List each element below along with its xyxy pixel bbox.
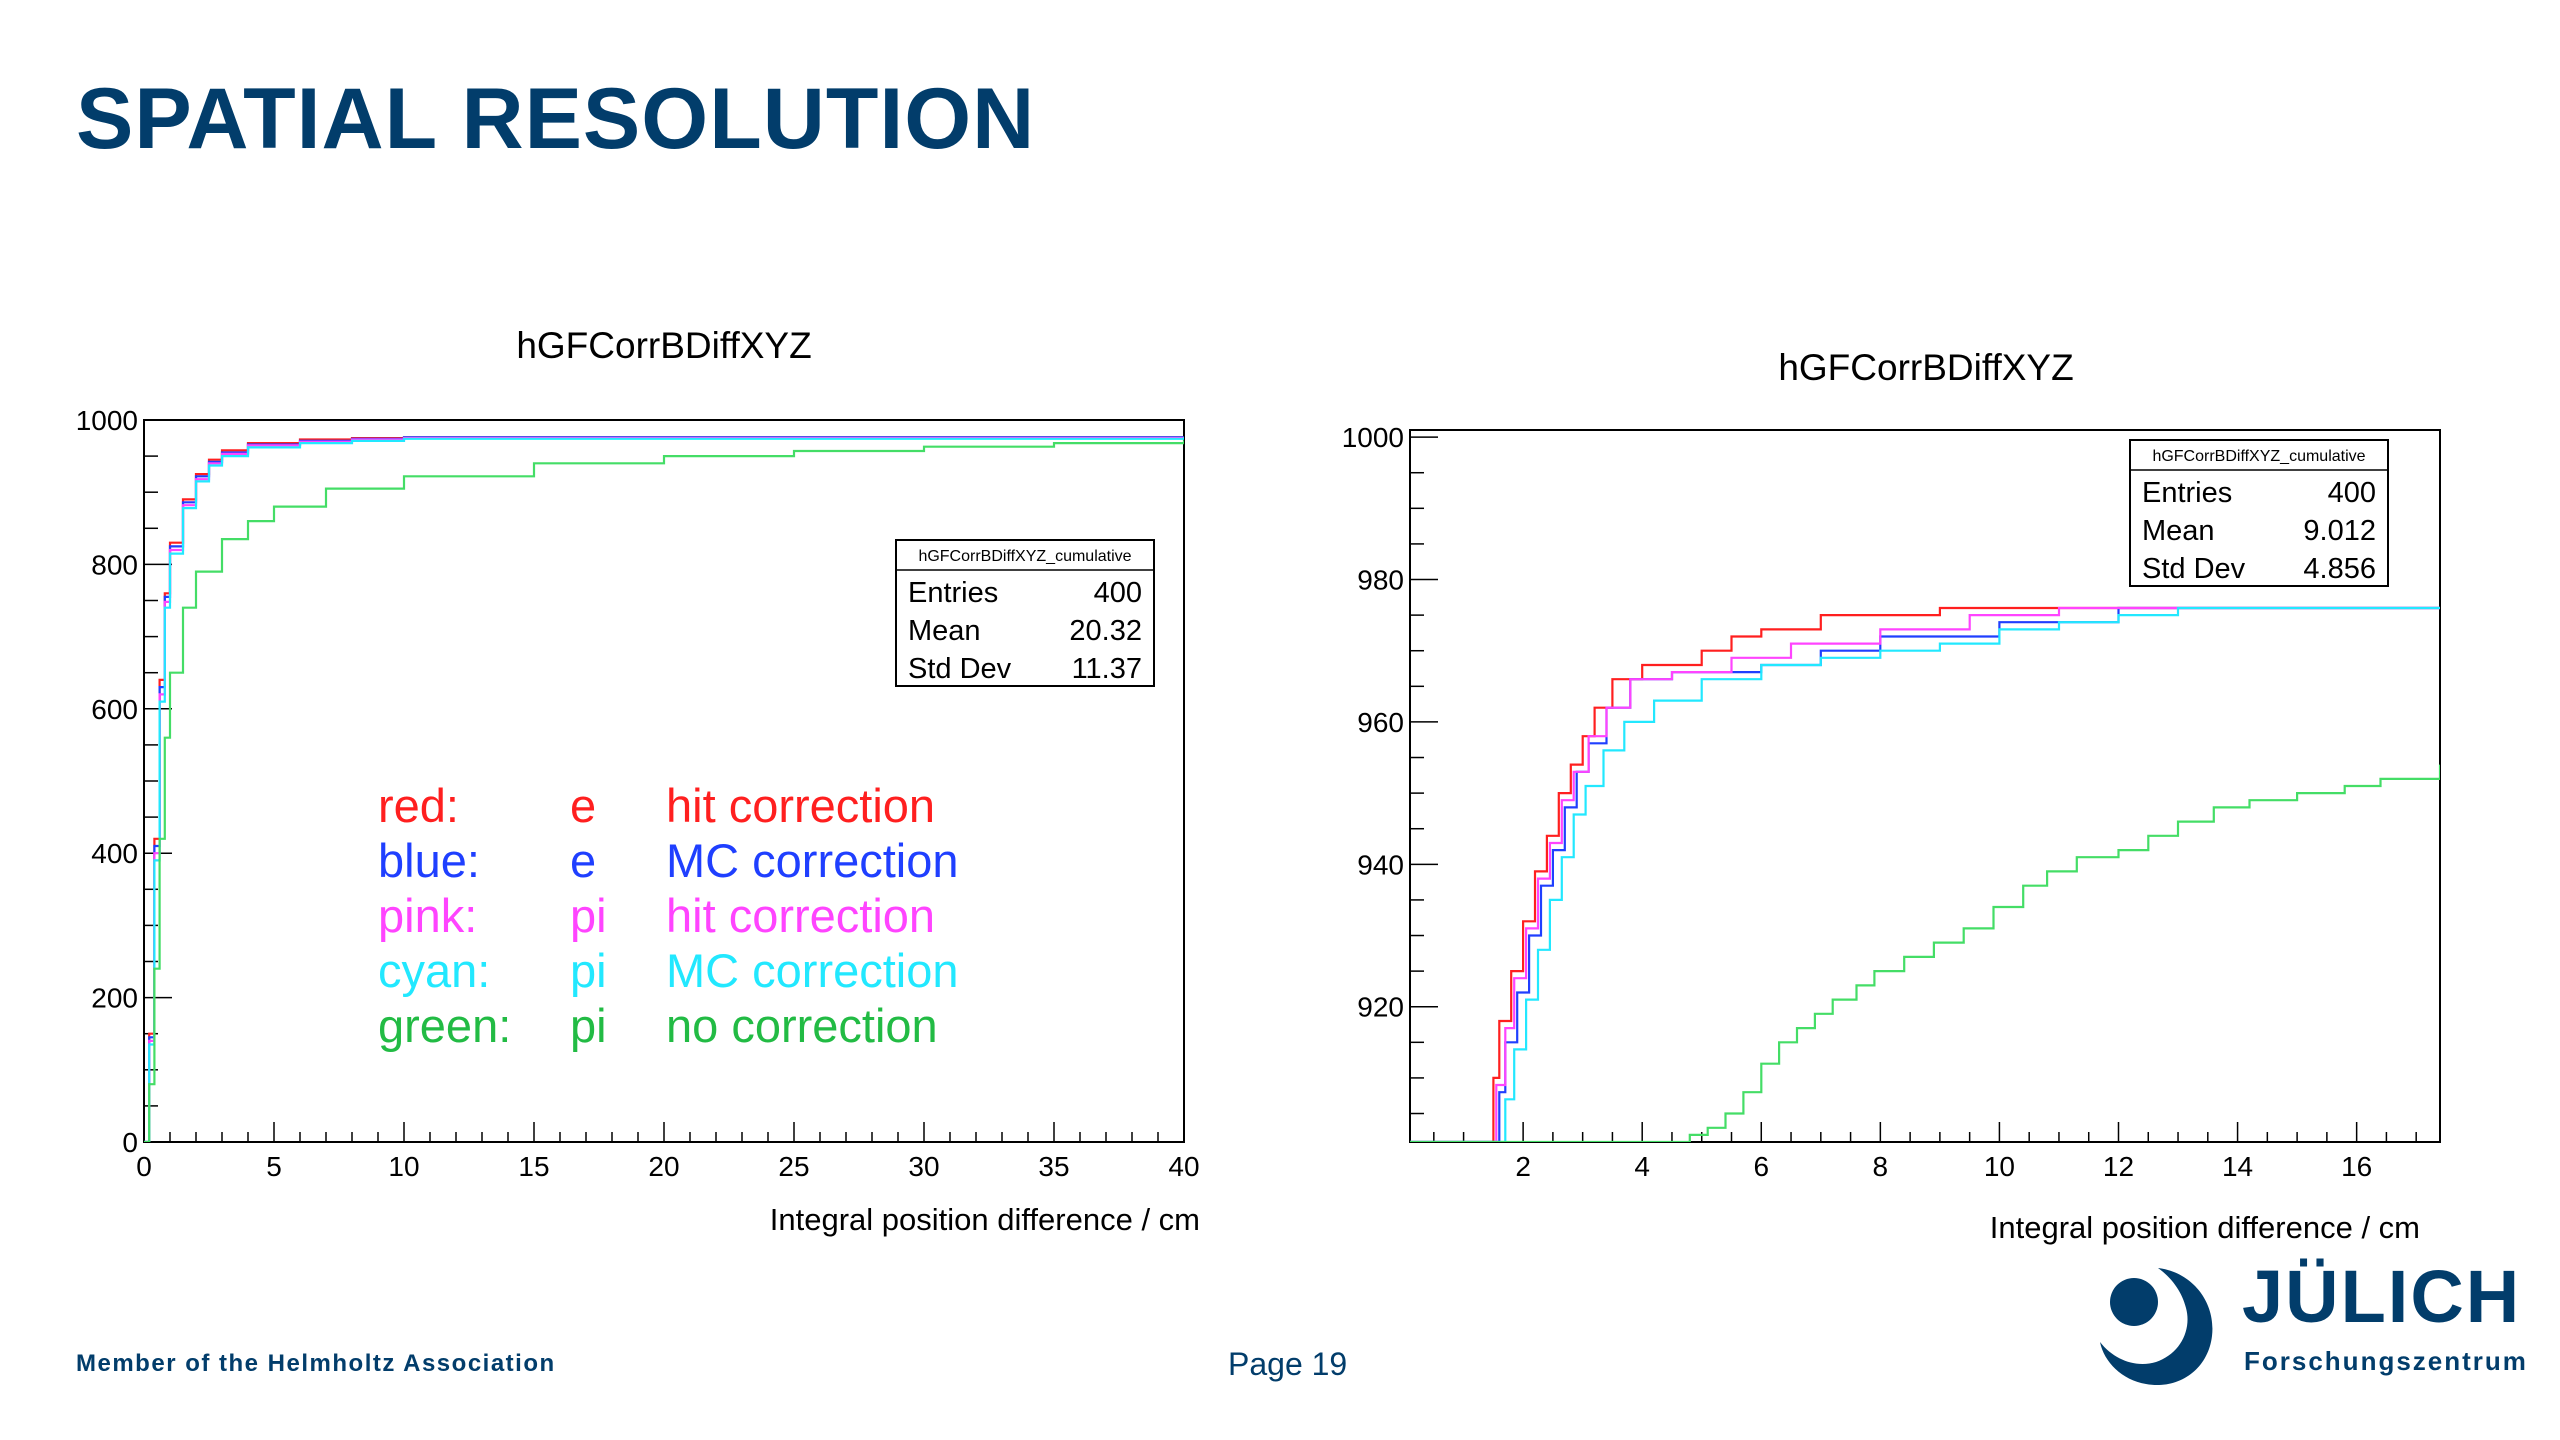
logo-wordmark: JÜLICH xyxy=(2242,1255,2522,1338)
y-tick-label: 0 xyxy=(122,1127,138,1158)
logo-subtitle: Forschungszentrum xyxy=(2244,1346,2528,1376)
x-tick-label: 10 xyxy=(388,1151,419,1182)
x-axis-label: Integral position difference / cm xyxy=(770,1202,1200,1237)
x-tick-label: 4 xyxy=(1634,1151,1650,1182)
x-tick-label: 40 xyxy=(1168,1151,1199,1182)
x-tick-label: 6 xyxy=(1753,1151,1769,1182)
x-tick-label: 10 xyxy=(1984,1151,2015,1182)
legend-color-name: blue: xyxy=(378,834,480,887)
x-tick-label: 20 xyxy=(648,1151,679,1182)
legend-particle: pi xyxy=(570,999,607,1052)
chart-cumulative-zoom: hGFCorrBDiffXYZ 2 4 6 8 10 12 14 16 920 940 960 980 1… xyxy=(1342,347,2441,1245)
stats-value: 400 xyxy=(2328,477,2376,509)
series-line-1 xyxy=(1410,606,2440,1142)
stats-label: Mean xyxy=(908,615,981,647)
julich-logo-icon xyxy=(2100,1268,2213,1386)
series-line-3 xyxy=(1410,606,2440,1142)
x-tick-label: 35 xyxy=(1038,1151,1069,1182)
page-title: SPATIAL RESOLUTION xyxy=(76,71,1036,167)
legend-particle: pi xyxy=(570,889,607,942)
stats-label: Entries xyxy=(2142,477,2232,509)
stats-header: hGFCorrBDiffXYZ_cumulative xyxy=(918,548,1131,565)
legend-method: hit correction xyxy=(666,779,935,832)
x-tick-label: 2 xyxy=(1515,1151,1531,1182)
stats-box: hGFCorrBDiffXYZ_cumulative Entries 400 Mean… xyxy=(895,539,1155,687)
stats-label: Std Dev xyxy=(908,653,1012,685)
series-group xyxy=(1410,606,2440,1142)
chart-title: hGFCorrBDiffXYZ xyxy=(516,325,811,366)
series-line-4 xyxy=(144,440,1184,1142)
stats-value: 9.012 xyxy=(2303,515,2376,547)
legend-method: MC correction xyxy=(666,944,959,997)
y-tick-label: 400 xyxy=(91,838,138,869)
legend-color-name: cyan: xyxy=(378,944,490,997)
y-tick-label: 600 xyxy=(91,694,138,725)
y-tick-label: 960 xyxy=(1357,707,1404,738)
x-tick-label: 12 xyxy=(2103,1151,2134,1182)
stats-box: hGFCorrBDiffXYZ_cumulative Entries 400 Mean… xyxy=(2129,439,2389,587)
page-number: Page 19 xyxy=(1228,1346,1348,1382)
legend-particle: e xyxy=(570,834,596,887)
chart-title: hGFCorrBDiffXYZ xyxy=(1778,347,2073,388)
x-tick-label: 5 xyxy=(266,1151,282,1182)
y-tick-label: 1000 xyxy=(1342,422,1404,453)
footer-association: Member of the Helmholtz Association xyxy=(76,1350,556,1377)
y-tick-label: 200 xyxy=(91,983,138,1014)
x-tick-label: 14 xyxy=(2222,1151,2253,1182)
legend-color-name: green: xyxy=(378,999,511,1052)
stats-label: Entries xyxy=(908,577,998,609)
series-group xyxy=(144,436,1184,1142)
y-tick-label: 980 xyxy=(1357,565,1404,596)
x-axis-label: Integral position difference / cm xyxy=(1990,1210,2420,1245)
stats-value: 400 xyxy=(1094,577,1142,609)
series-line-4 xyxy=(1410,764,2440,1142)
legend-particle: e xyxy=(570,779,596,832)
stats-value: 11.37 xyxy=(1072,653,1142,685)
stats-value: 20.32 xyxy=(1069,615,1142,647)
series-line-2 xyxy=(1410,606,2440,1142)
julich-logo: JÜLICH Forschungszentrum xyxy=(2096,1260,2526,1392)
x-tick-label: 25 xyxy=(778,1151,809,1182)
x-tick-label: 0 xyxy=(136,1151,152,1182)
y-tick-label: 940 xyxy=(1357,849,1404,880)
plot-frame xyxy=(1409,429,2441,1143)
legend-method: no correction xyxy=(666,999,938,1052)
x-tick-label: 8 xyxy=(1873,1151,1889,1182)
legend-color-name: pink: xyxy=(378,889,477,942)
stats-value: 4.856 xyxy=(2303,553,2376,585)
legend-color-name: red: xyxy=(378,779,459,832)
y-tick-label: 1000 xyxy=(76,405,138,436)
x-tick-label: 30 xyxy=(908,1151,939,1182)
plot-frame xyxy=(143,419,1185,1143)
series-line-3 xyxy=(144,437,1184,1142)
stats-box-frame xyxy=(2129,439,2389,587)
legend-method: hit correction xyxy=(666,889,935,942)
stats-label: Mean xyxy=(2142,515,2215,547)
x-tick-label: 16 xyxy=(2341,1151,2372,1182)
legend: red: e hit correction blue: e MC correction pi… xyxy=(378,779,959,1052)
stats-box-frame xyxy=(895,539,1155,687)
legend-particle: pi xyxy=(570,944,607,997)
stats-header: hGFCorrBDiffXYZ_cumulative xyxy=(2152,448,2365,465)
y-tick-label: 920 xyxy=(1357,992,1404,1023)
x-tick-label: 15 xyxy=(518,1151,549,1182)
y-tick-label: 800 xyxy=(91,549,138,580)
series-line-0 xyxy=(1410,606,2440,1142)
legend-method: MC correction xyxy=(666,834,959,887)
stats-label: Std Dev xyxy=(2142,553,2246,585)
